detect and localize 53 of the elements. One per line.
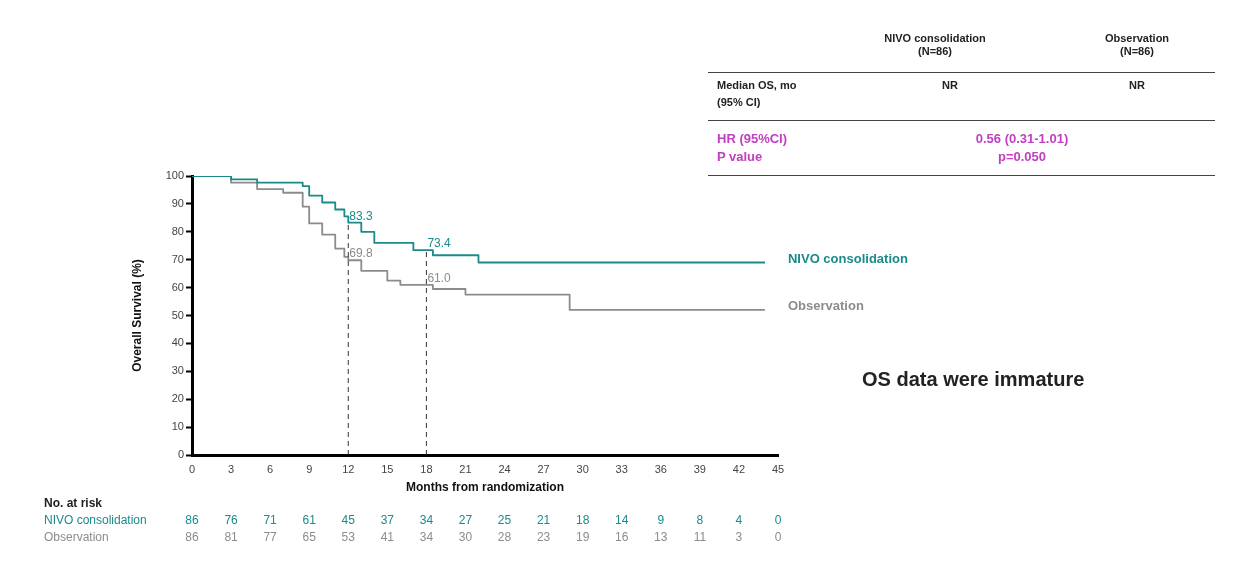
y-tick-label: 80 <box>171 224 184 237</box>
y-tick-label: 20 <box>171 392 184 405</box>
text: (95% CI) <box>717 96 761 108</box>
text: NIVO consolidation <box>884 32 986 44</box>
annotation: 83.3 <box>349 208 373 223</box>
x-tick-label: 18 <box>420 462 433 475</box>
text: P value <box>717 149 763 164</box>
y-tick-label: 50 <box>171 308 184 321</box>
x-tick-label: 12 <box>342 462 355 475</box>
x-tick-label: 39 <box>693 462 706 475</box>
text: 86 81 77 65 53 41 34 30 28 23 19 16 13 11 3 0 <box>185 530 782 544</box>
text: Observation <box>1104 32 1170 44</box>
x-tick-label: 3 <box>228 462 235 475</box>
x-tick-label: 30 <box>576 462 589 475</box>
text: Observation <box>44 530 109 544</box>
y-axis-title: Overall Survival (%) <box>129 259 144 372</box>
x-tick-label: 15 <box>381 462 394 475</box>
x-tick-label: 9 <box>306 462 313 475</box>
x-tick-label: 45 <box>771 462 785 475</box>
x-axis-title: Months from randomization <box>406 480 564 495</box>
y-tick-label: 10 <box>171 420 184 433</box>
text: Median OS, mo <box>717 79 797 91</box>
text: NR <box>1129 79 1145 91</box>
text: NR <box>942 79 958 91</box>
text: p=0.050 <box>997 149 1047 164</box>
text: HR (95%CI) <box>717 131 788 146</box>
x-tick-label: 21 <box>459 462 472 475</box>
text: (N=86) <box>1120 45 1154 57</box>
annotation: 69.8 <box>349 246 373 261</box>
x-tick-label: 6 <box>267 462 274 475</box>
text: NIVO consolidation <box>44 513 147 527</box>
text: 86 76 71 61 45 37 34 27 25 21 18 14 9 8 4 0 <box>185 513 782 527</box>
annotation: 61.0 <box>427 270 451 285</box>
y-tick-label: 0 <box>177 448 184 461</box>
x-tick-label: 42 <box>732 462 746 475</box>
x-tick-label: 24 <box>498 462 511 475</box>
y-tick-label: 100 <box>165 169 184 182</box>
annotation: 73.4 <box>427 236 451 251</box>
text: (N=86) <box>918 45 952 57</box>
y-tick-label: 70 <box>171 252 184 265</box>
text: OS data were immature <box>862 368 1085 391</box>
text: No. at risk <box>44 496 103 510</box>
series-label: NIVO consolidation <box>787 251 908 267</box>
x-tick-label: 27 <box>537 462 550 475</box>
y-tick-label: 30 <box>171 364 184 377</box>
x-tick-label: 0 <box>188 462 196 475</box>
y-tick-label: 40 <box>171 336 184 349</box>
text: 0.56 (0.31-1.01) <box>975 131 1069 146</box>
x-tick-label: 36 <box>654 462 667 475</box>
series-label: Observation <box>787 298 864 314</box>
y-tick-label: 90 <box>171 196 184 209</box>
y-tick-label: 60 <box>171 280 184 293</box>
x-tick-label: 33 <box>615 462 628 475</box>
